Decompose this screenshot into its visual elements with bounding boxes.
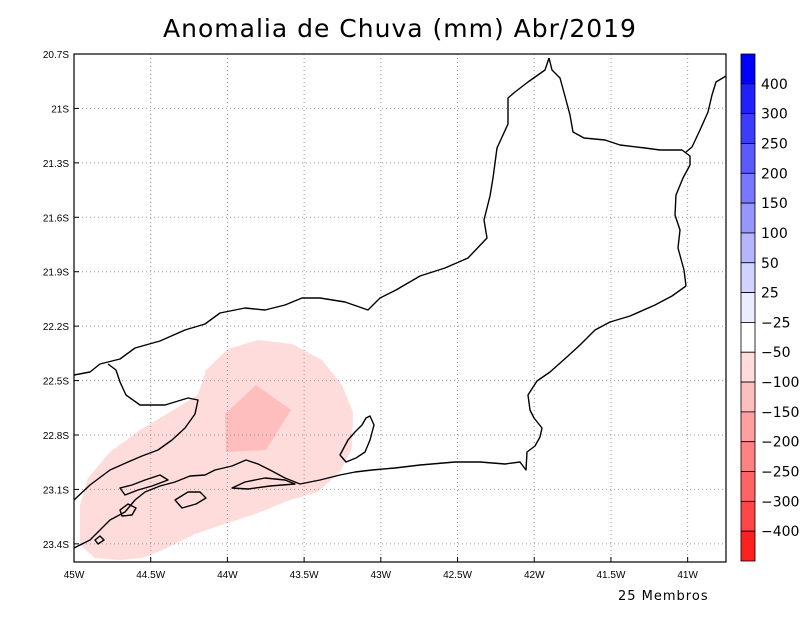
anomaly-region-minus25 xyxy=(80,340,353,560)
colorbar-label: −200 xyxy=(761,435,799,451)
lon-tick-label: 44W xyxy=(217,570,238,581)
colorbar-swatch xyxy=(740,530,756,562)
colorbar-label: 150 xyxy=(761,196,788,212)
lon-tick-label: 42.5W xyxy=(443,570,472,581)
lat-tick-label: 22.8S xyxy=(43,431,69,442)
lat-tick-label: 21.3S xyxy=(43,159,69,170)
coastal-inlet-sw xyxy=(119,474,169,496)
colorbar-label: 250 xyxy=(761,136,788,152)
colorbar-label: −150 xyxy=(761,405,799,421)
colorbar-label: −25 xyxy=(761,315,791,331)
colorbar-label: −300 xyxy=(761,494,799,510)
state-border-north xyxy=(685,75,727,153)
colorbar-swatch xyxy=(740,351,756,383)
colorbar-label: 50 xyxy=(761,256,779,272)
lat-lon-grid xyxy=(74,54,726,562)
colorbar-swatch xyxy=(740,471,756,502)
colorbar-label: 200 xyxy=(761,166,788,182)
lat-tick-label: 21.9S xyxy=(43,268,69,279)
colorbar-swatch xyxy=(740,53,756,85)
lon-tick-label: 42W xyxy=(524,570,545,581)
ensemble-members-note: 25 Membros xyxy=(618,589,709,604)
colorbar-swatch xyxy=(740,322,756,353)
lat-tick-label: 22.5S xyxy=(43,377,69,388)
colorbar-swatch xyxy=(740,411,756,443)
lon-tick-label: 41.5W xyxy=(596,570,625,581)
colorbar-swatch xyxy=(740,143,756,174)
sepetiba-bay xyxy=(231,477,296,490)
colorbar-label: −400 xyxy=(761,524,799,540)
inner-border-south xyxy=(73,363,199,501)
coastline-and-borders xyxy=(73,57,727,549)
colorbar: 400 300 250 200 150 100 50 25 −25 −50 −100 −150 −200… xyxy=(740,53,799,562)
lon-tick-label: 41W xyxy=(677,570,698,581)
coastal-islands-sw xyxy=(94,503,137,545)
colorbar-label: 25 xyxy=(761,286,779,302)
colorbar-label: −50 xyxy=(761,345,791,361)
colorbar-label: 400 xyxy=(761,77,788,93)
lat-tick-label: 23.1S xyxy=(43,485,69,496)
lon-tick-label: 43.5W xyxy=(290,570,319,581)
colorbar-swatch xyxy=(740,202,756,234)
colorbar-swatch xyxy=(740,232,756,264)
lat-tick-label: 21.6S xyxy=(43,213,69,224)
state-border xyxy=(73,57,550,376)
colorbar-swatch xyxy=(740,83,756,115)
colorbar-swatch xyxy=(740,292,756,323)
colorbar-swatch xyxy=(740,262,756,293)
lat-tick-label: 21S xyxy=(51,104,69,115)
colorbar-swatch xyxy=(740,500,756,532)
lon-tick-label: 45W xyxy=(64,570,85,581)
axis-tick-labels: 45W 44.5W 44W 43.5W 43W 42.5W 42W 41.5W 41W 20.7S… xyxy=(43,50,699,581)
colorbar-label: 300 xyxy=(761,107,788,123)
lon-tick-label: 44.5W xyxy=(136,570,165,581)
coastline-east xyxy=(73,285,687,549)
colorbar-swatch xyxy=(740,441,756,472)
lat-tick-label: 22.2S xyxy=(43,322,69,333)
guanabara-bay xyxy=(339,415,375,463)
lat-tick-label: 23.4S xyxy=(43,540,69,551)
map-frame xyxy=(73,53,727,563)
map-title: Anomalia de Chuva (mm) Abr/2019 xyxy=(163,14,637,43)
colorbar-label: −100 xyxy=(761,375,799,391)
ilha-grande xyxy=(174,491,207,509)
state-border-east xyxy=(548,57,691,287)
colorbar-swatch xyxy=(740,113,756,144)
colorbar-label: 100 xyxy=(761,226,788,242)
lon-tick-label: 43W xyxy=(371,570,392,581)
colorbar-swatch xyxy=(740,172,756,204)
colorbar-swatch xyxy=(740,381,756,413)
anomaly-shading xyxy=(80,340,353,560)
colorbar-label: −250 xyxy=(761,465,799,481)
lat-tick-label: 20.7S xyxy=(43,50,69,61)
